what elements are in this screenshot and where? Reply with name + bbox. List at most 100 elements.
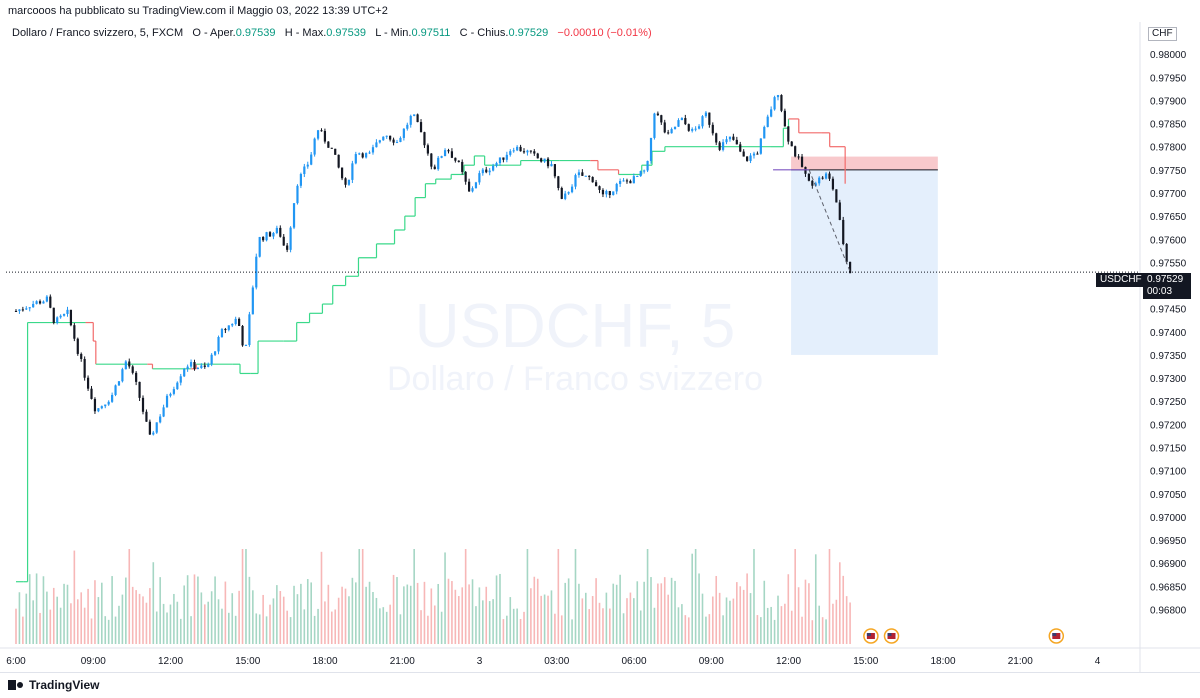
volume-bar	[121, 594, 124, 644]
candle-body	[56, 317, 59, 323]
volume-bar	[715, 575, 718, 644]
candle-body	[505, 154, 508, 160]
candle-body	[426, 145, 429, 154]
us-flag-event-icon[interactable]	[883, 628, 900, 644]
volume-bar	[447, 578, 450, 644]
publisher-bar: marcooos ha pubblicato su TradingView.co…	[0, 0, 1200, 22]
volume-bar	[403, 586, 405, 644]
candle-body	[90, 388, 93, 399]
candle-body	[797, 156, 800, 158]
volume-bar	[176, 601, 179, 644]
currency-selector[interactable]: CHF	[1148, 27, 1177, 41]
candle-body	[509, 151, 512, 155]
candle-body	[478, 173, 481, 183]
time-axis[interactable]: 6:00 09:00 12:00 15:00 18:00 21:00 3 03:00 06:00…	[0, 647, 1200, 667]
volume-bar	[646, 549, 649, 644]
volume-bar	[207, 601, 210, 644]
volume-bar	[348, 596, 350, 644]
position-tool[interactable]	[791, 156, 938, 355]
volume-bar	[828, 549, 831, 644]
candle-body	[282, 236, 285, 246]
candle-body	[114, 385, 117, 395]
candle-body	[581, 172, 584, 176]
candle-body	[279, 227, 282, 237]
candle-body	[183, 369, 186, 377]
volume-bar	[107, 619, 110, 644]
candle-body	[656, 113, 659, 116]
volume-bar	[173, 593, 175, 644]
candle-body	[73, 325, 76, 339]
candle-body	[790, 141, 793, 147]
currency-label: CHF	[1152, 28, 1173, 39]
candle-body	[543, 158, 546, 162]
volume-bar	[300, 583, 302, 644]
volume-bar	[471, 579, 474, 644]
volume-bar	[530, 588, 532, 644]
volume-bar	[554, 613, 556, 644]
volume-bar	[131, 586, 134, 644]
volume-bar	[811, 620, 814, 644]
volume-bar	[245, 549, 247, 644]
volume-bar	[475, 606, 477, 644]
volume-bar	[200, 592, 203, 644]
volume-bar	[567, 578, 570, 644]
candle-body	[821, 177, 824, 179]
candle-body	[488, 170, 491, 173]
candle-body	[454, 157, 457, 161]
volume-bar	[457, 596, 460, 644]
flag-canton	[1052, 633, 1057, 636]
price-axis[interactable]: 0.98000 0.97950 0.97900 0.97850 0.97800 0.977…	[1139, 22, 1187, 672]
price-tick-label: 0.97750	[1150, 166, 1187, 177]
candle-body	[732, 136, 735, 140]
symbol-title[interactable]: Dollaro / Franco svizzero, 5, FXCM	[12, 27, 184, 39]
volume-bar	[282, 596, 285, 644]
candle-body	[591, 177, 594, 183]
current-symbol: USDCHF	[1100, 274, 1142, 285]
time-tick-label: 4	[1095, 656, 1101, 667]
candle-body	[320, 130, 323, 132]
candle-body	[93, 398, 97, 412]
volume-bar	[90, 618, 93, 644]
volume-bar	[361, 549, 364, 644]
candle-body	[752, 153, 756, 156]
volume-bar	[725, 597, 728, 644]
candle-body	[210, 354, 213, 365]
candle-body	[670, 129, 673, 134]
candle-body	[643, 170, 646, 172]
volume-bar	[512, 608, 515, 644]
us-flag-event-icon[interactable]	[1048, 628, 1065, 644]
volume-bar	[56, 596, 58, 644]
event-markers[interactable]	[863, 628, 1065, 644]
volume-bar	[736, 582, 738, 644]
volume-bar	[269, 604, 271, 644]
volume-bar	[732, 598, 735, 644]
volume-bar	[687, 617, 690, 644]
candle-body	[131, 366, 134, 373]
candle-body	[564, 193, 567, 199]
candle-body	[248, 314, 251, 345]
volume-bar	[320, 551, 323, 644]
volume-bar	[28, 574, 31, 644]
volume-bar	[698, 573, 700, 644]
open-label: O - Aper.	[192, 27, 236, 39]
volume-bar	[272, 598, 275, 644]
candle-body	[186, 366, 189, 370]
volume-bar	[368, 581, 371, 644]
candle-body	[80, 353, 83, 359]
volume-bar	[42, 576, 45, 644]
volume-bar	[814, 554, 817, 644]
tradingview-brand[interactable]: TradingView	[8, 678, 99, 692]
volume-bar	[433, 605, 436, 644]
volume-bar	[739, 586, 742, 644]
volume-bar	[643, 581, 645, 644]
time-tick-label: 12:00	[158, 656, 183, 667]
volume-bar	[711, 596, 714, 644]
volume-bar	[427, 615, 429, 644]
candle-body	[419, 122, 423, 133]
candle-body	[546, 158, 550, 167]
candle-body	[117, 381, 121, 386]
us-flag-event-icon[interactable]	[863, 628, 879, 644]
volume-bar	[52, 587, 55, 644]
price-chart[interactable]: USDCHF, 5 Dollaro / Franco svizzero 0.98…	[0, 22, 1200, 672]
candle-body	[124, 361, 127, 370]
